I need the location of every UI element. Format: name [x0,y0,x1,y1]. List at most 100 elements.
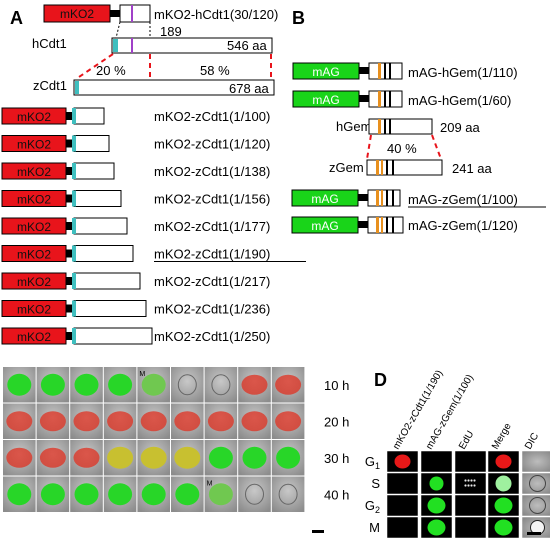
panel-letter-d: D [374,370,387,390]
zcdt1-fragment-box [73,190,122,207]
homology-dash-b2 [431,134,442,160]
timepoint-label: 40 h [324,487,349,502]
purple-motif [131,38,133,53]
construct-label: mKO2-zCdt1(1/156) [154,192,270,207]
image-background [454,494,487,517]
phase-image-cell [454,472,487,495]
mag-tag-label: mAG [311,219,338,233]
black-motif [386,217,388,233]
red-nucleus [495,454,512,469]
red-nucleus [140,411,167,432]
mag-tag-label: mAG [312,65,339,79]
timepoint-label: 10 h [324,378,349,393]
zgem-bar [366,159,443,176]
green-nucleus [427,497,446,514]
mitotic-cell [208,483,233,506]
image-background [521,450,550,473]
mko2-tag-label: mKO2 [17,248,51,262]
dic-cell-outline [529,475,546,492]
linker [66,112,72,120]
phase-image-cell [521,494,550,517]
black-motif [389,63,391,79]
identity-right: 58 % [200,63,230,78]
green-nucleus [427,519,446,536]
zgem-box [366,159,443,176]
gem-fragment-box [367,216,404,234]
orange-motif [381,217,383,233]
green-nucleus [208,446,233,469]
zcdt1-construct-row: mKO2 mKO2-zCdt1(1/190) [1,245,306,262]
zcdt1-name: zCdt1 [33,78,67,93]
edu-speck [473,479,476,482]
zgem-length: 241 aa [452,161,493,176]
red-nucleus [275,374,302,395]
zcdt1-length: 678 aa [229,81,270,96]
phase-image-cell [454,516,487,539]
zcdt1-construct-row: mKO2 mKO2-zCdt1(1/156) [1,190,270,207]
dic-cell-outline [245,483,264,505]
hgem-length: 209 aa [440,120,481,135]
green-nucleus [494,519,513,536]
red-nucleus [73,447,100,468]
merge-nucleus [495,475,512,492]
phase-image-cell [386,494,419,517]
timelapse-frame [3,476,36,512]
zcdt1-construct-list: mKO2 mKO2-zCdt1(1/100) mKO2 mKO2-zCdt1(1/12… [1,107,306,345]
orange-motif [381,190,383,206]
timelapse-frame [238,367,271,403]
green-nucleus [7,483,32,506]
linker [66,249,72,258]
cyan-motif [72,135,76,152]
orange-motif [376,160,379,175]
timelapse-frame [238,476,271,512]
timelapse-frame [36,403,70,439]
timelapse-frame [3,403,36,439]
cyan-motif [72,245,76,262]
green-nucleus [7,373,32,396]
gem-identity: 40 % [387,141,417,156]
dic-background [171,367,204,403]
zcdt1-fragment-box [73,162,115,180]
red-nucleus [6,447,33,468]
column-headers: mKO2-zCdt1(1/190)mAG-zGem(1/100)EdU Merge… [391,369,541,452]
linker [358,221,368,228]
cyan-motif [72,328,76,344]
column-header: DIC [523,431,541,451]
timelapse-frame [137,440,170,476]
red-nucleus [207,411,234,432]
hcdt1-length: 546 aa [227,38,268,53]
phase-image-cell [454,494,487,517]
timelapse-frame [238,403,271,439]
timelapse-frame [36,476,70,512]
timelapse-frame [70,440,103,476]
black-motif [384,119,386,134]
black-motif [386,160,388,175]
black-motif [384,91,386,107]
gem-fragment-box [367,189,401,207]
red-nucleus [6,411,33,432]
edu-speck [470,479,473,482]
image-background [454,472,487,495]
image-background [386,494,419,517]
column-header: EdU [457,429,476,451]
dic-background [238,476,271,512]
mitotic-cell [141,373,166,396]
dic-cell-outline [177,374,197,396]
phase-image-cell [521,450,550,473]
mko2-tag-label: mKO2 [17,138,51,152]
dic-cell-outline [529,497,546,514]
cyan-motif [75,81,79,94]
dic-background [271,476,305,512]
construct-label: mKO2-zCdt1(1/138) [154,164,270,179]
timelapse-frame [36,367,70,403]
phase-label: S [371,476,380,491]
timelapse-frame [103,403,137,439]
phase-image-cell [386,450,419,473]
green-nucleus [74,483,99,506]
phase-image-cell [521,472,550,495]
zcdt1-fragment-box [73,272,141,290]
hgem-name: hGem [336,119,371,134]
hgem-110-label: mAG-hGem(1/110) [408,65,518,80]
red-nucleus [39,447,66,468]
